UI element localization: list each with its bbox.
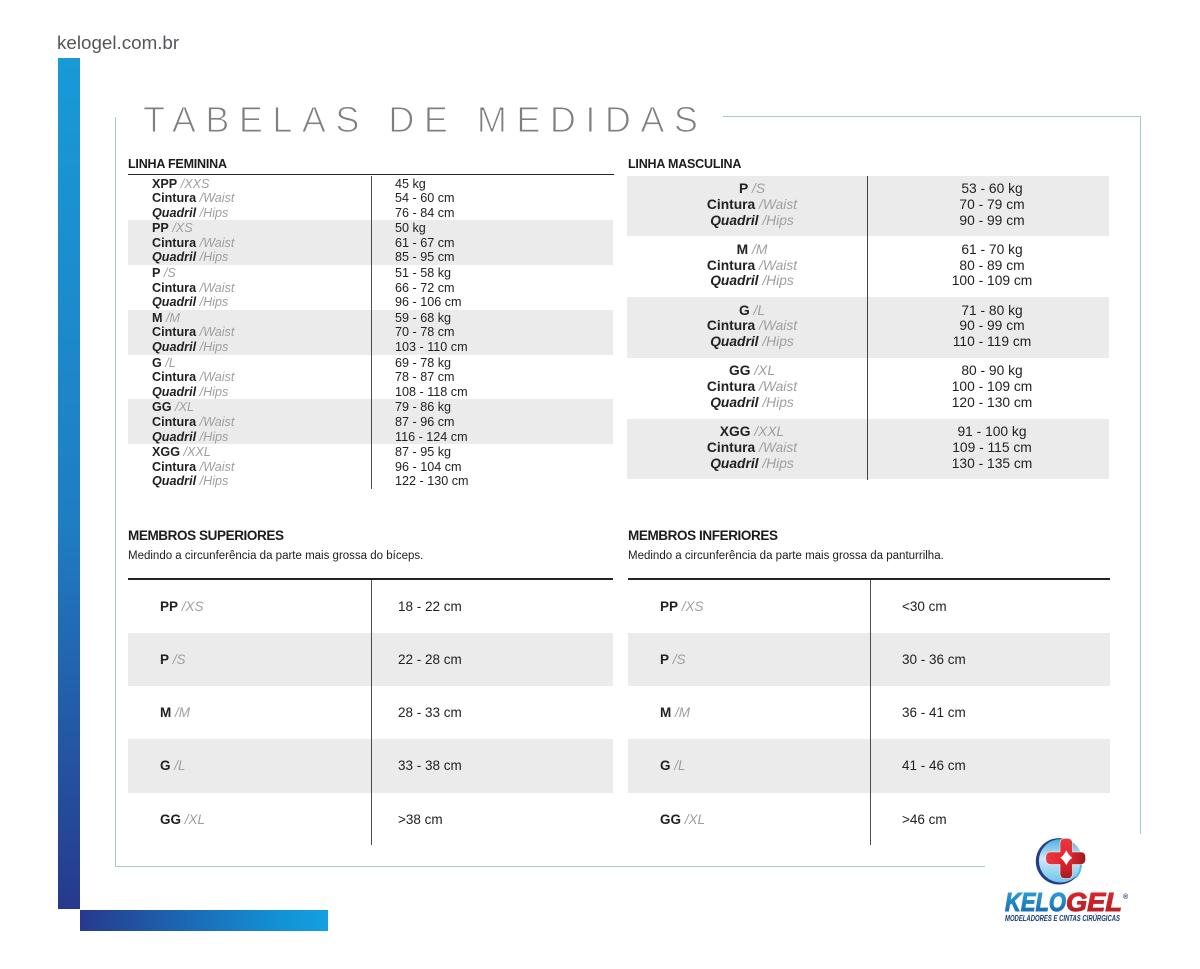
svg-text:GEL: GEL xyxy=(1066,887,1122,917)
svg-text:KELO: KELO xyxy=(1005,887,1066,917)
svg-text:MODELADORES E CINTAS CIRÚRGICA: MODELADORES E CINTAS CIRÚRGICAS xyxy=(1005,912,1120,923)
svg-text:®: ® xyxy=(1123,893,1129,901)
